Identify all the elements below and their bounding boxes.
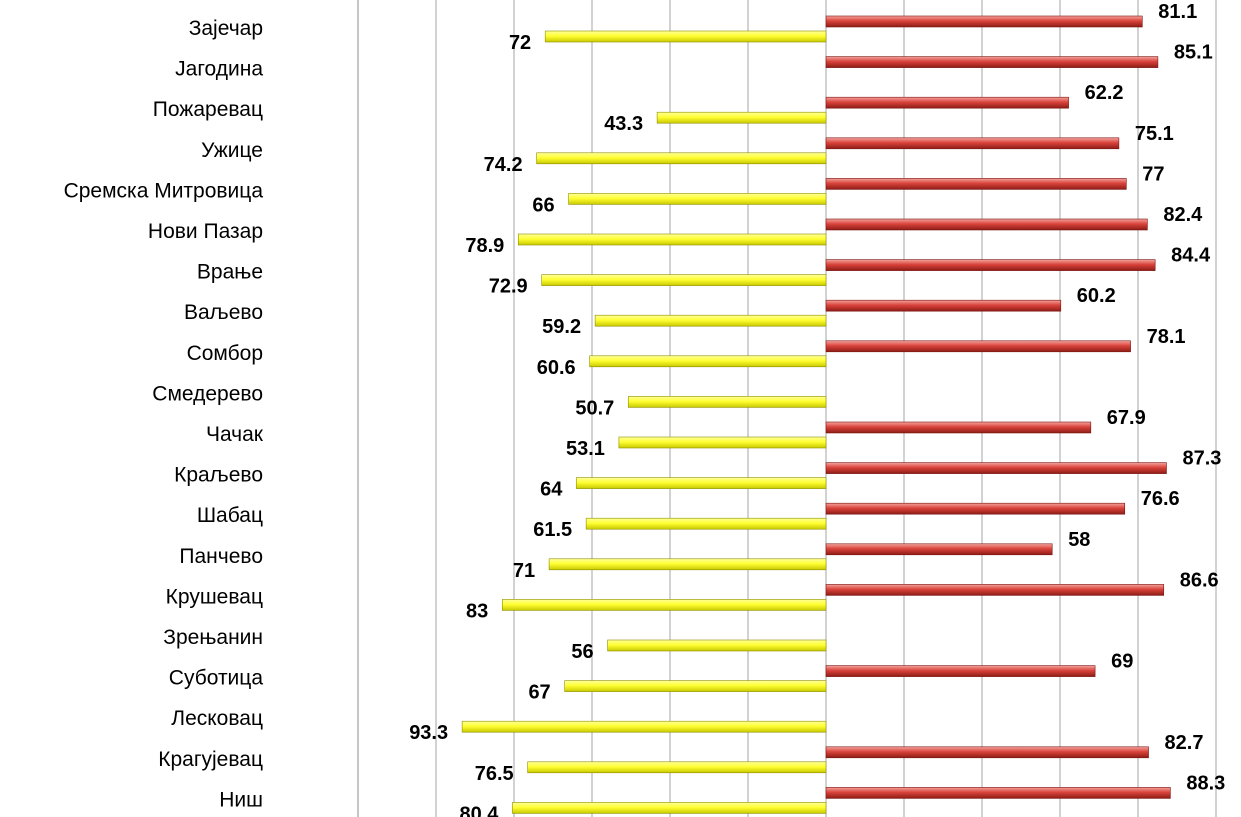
category-label: Смедерево [152, 382, 263, 405]
bar-left [544, 30, 827, 43]
bar-right [825, 96, 1069, 109]
category-label: Зрењанин [163, 626, 263, 649]
category-label: Сомбор [187, 342, 263, 365]
value-label-left: 72 [509, 32, 531, 54]
value-label-left: 61.5 [533, 519, 572, 541]
value-label-left: 76.5 [475, 763, 514, 785]
bar-right [825, 299, 1062, 312]
value-label-right: 58 [1068, 529, 1090, 551]
category-label: Шабац [197, 504, 263, 527]
value-label-left: 72.9 [489, 276, 528, 298]
value-label-right: 62.2 [1085, 82, 1124, 104]
bar-left [512, 802, 827, 814]
value-label-right: 85.1 [1174, 42, 1213, 64]
value-label-left: 67 [528, 682, 550, 704]
bar-left [618, 436, 827, 449]
value-label-right: 82.4 [1163, 204, 1203, 226]
bar-right [825, 137, 1120, 150]
bar-left [517, 233, 827, 246]
category-label: Ваљево [184, 301, 263, 324]
gridlines [357, 0, 1217, 817]
value-label-right: 81.1 [1158, 1, 1197, 23]
category-label: Краљево [174, 464, 263, 487]
bar-left [564, 680, 827, 692]
bar-left [607, 639, 827, 652]
value-label-left: 93.3 [409, 722, 448, 744]
value-label-right: 76.6 [1141, 488, 1180, 510]
value-label-left: 60.6 [537, 357, 576, 379]
value-label-right: 77 [1142, 163, 1164, 185]
bar-left [461, 720, 827, 733]
value-label-left: 80.4 [460, 803, 500, 817]
category-label: Крагујевац [158, 748, 263, 771]
category-label: Панчево [179, 545, 263, 568]
value-label-right: 84.4 [1171, 245, 1211, 267]
bar-right [825, 218, 1148, 231]
value-label-left: 71 [513, 560, 535, 582]
category-label: Сремска Митровица [64, 179, 264, 202]
bar-left [656, 111, 827, 124]
labels: Зајечар 81.1 72 Јагодина 85.1 Пожаревац 62.2 43… [64, 1, 1226, 817]
bar-right [825, 665, 1096, 677]
bar-right [825, 421, 1092, 434]
bar-left [501, 599, 827, 611]
bar-left [585, 517, 827, 530]
value-label-right: 82.7 [1165, 732, 1204, 754]
bar-left [576, 477, 827, 489]
bar-left [536, 152, 827, 165]
bar-right [825, 543, 1053, 556]
value-label-left: 74.2 [484, 154, 523, 176]
bar-left [594, 314, 827, 327]
bar-right [825, 15, 1143, 28]
category-label: Нови Пазар [148, 220, 263, 243]
category-label: Врање [197, 261, 263, 284]
value-label-left: 66 [532, 194, 554, 216]
value-label-right: 87.3 [1182, 448, 1221, 470]
value-label-left: 43.3 [604, 113, 643, 135]
value-label-right: 86.6 [1180, 569, 1219, 591]
bar-left [527, 761, 827, 774]
bars [461, 15, 1171, 814]
bar-right [825, 462, 1167, 474]
value-label-right: 75.1 [1135, 123, 1174, 145]
value-label-left: 56 [571, 641, 593, 663]
bar-left [627, 396, 827, 408]
value-label-right: 78.1 [1147, 326, 1186, 348]
category-label: Зајечар [189, 17, 263, 40]
value-label-left: 53.1 [566, 438, 605, 460]
bar-right [825, 787, 1171, 799]
value-label-right: 67.9 [1107, 407, 1146, 429]
value-label-right: 69 [1111, 651, 1133, 673]
bar-right [825, 259, 1156, 271]
bar-right [825, 178, 1127, 190]
bar-left [589, 355, 827, 368]
value-label-left: 64 [540, 479, 563, 501]
value-label-right: 88.3 [1186, 772, 1225, 794]
bar-right [825, 56, 1159, 68]
category-label: Ужице [201, 139, 263, 162]
category-label: Пожаревац [153, 98, 263, 121]
category-label: Јагодина [175, 58, 263, 81]
category-label: Суботица [169, 667, 264, 690]
bar-right [825, 584, 1165, 596]
bar-right [825, 502, 1126, 515]
category-label: Крушевац [166, 585, 263, 608]
bar-right [825, 340, 1131, 353]
category-label: Лесковац [171, 707, 263, 730]
bar-left [541, 274, 827, 286]
value-label-left: 59.2 [542, 316, 581, 338]
value-label-left: 78.9 [465, 235, 504, 257]
bar-right [825, 746, 1149, 759]
value-label-right: 60.2 [1077, 285, 1116, 307]
category-label: Ниш [219, 788, 263, 811]
bar-left [568, 193, 827, 205]
value-label-left: 50.7 [575, 397, 614, 419]
value-label-left: 83 [466, 600, 488, 622]
category-label: Чачак [206, 423, 264, 446]
bar-left [548, 558, 827, 571]
